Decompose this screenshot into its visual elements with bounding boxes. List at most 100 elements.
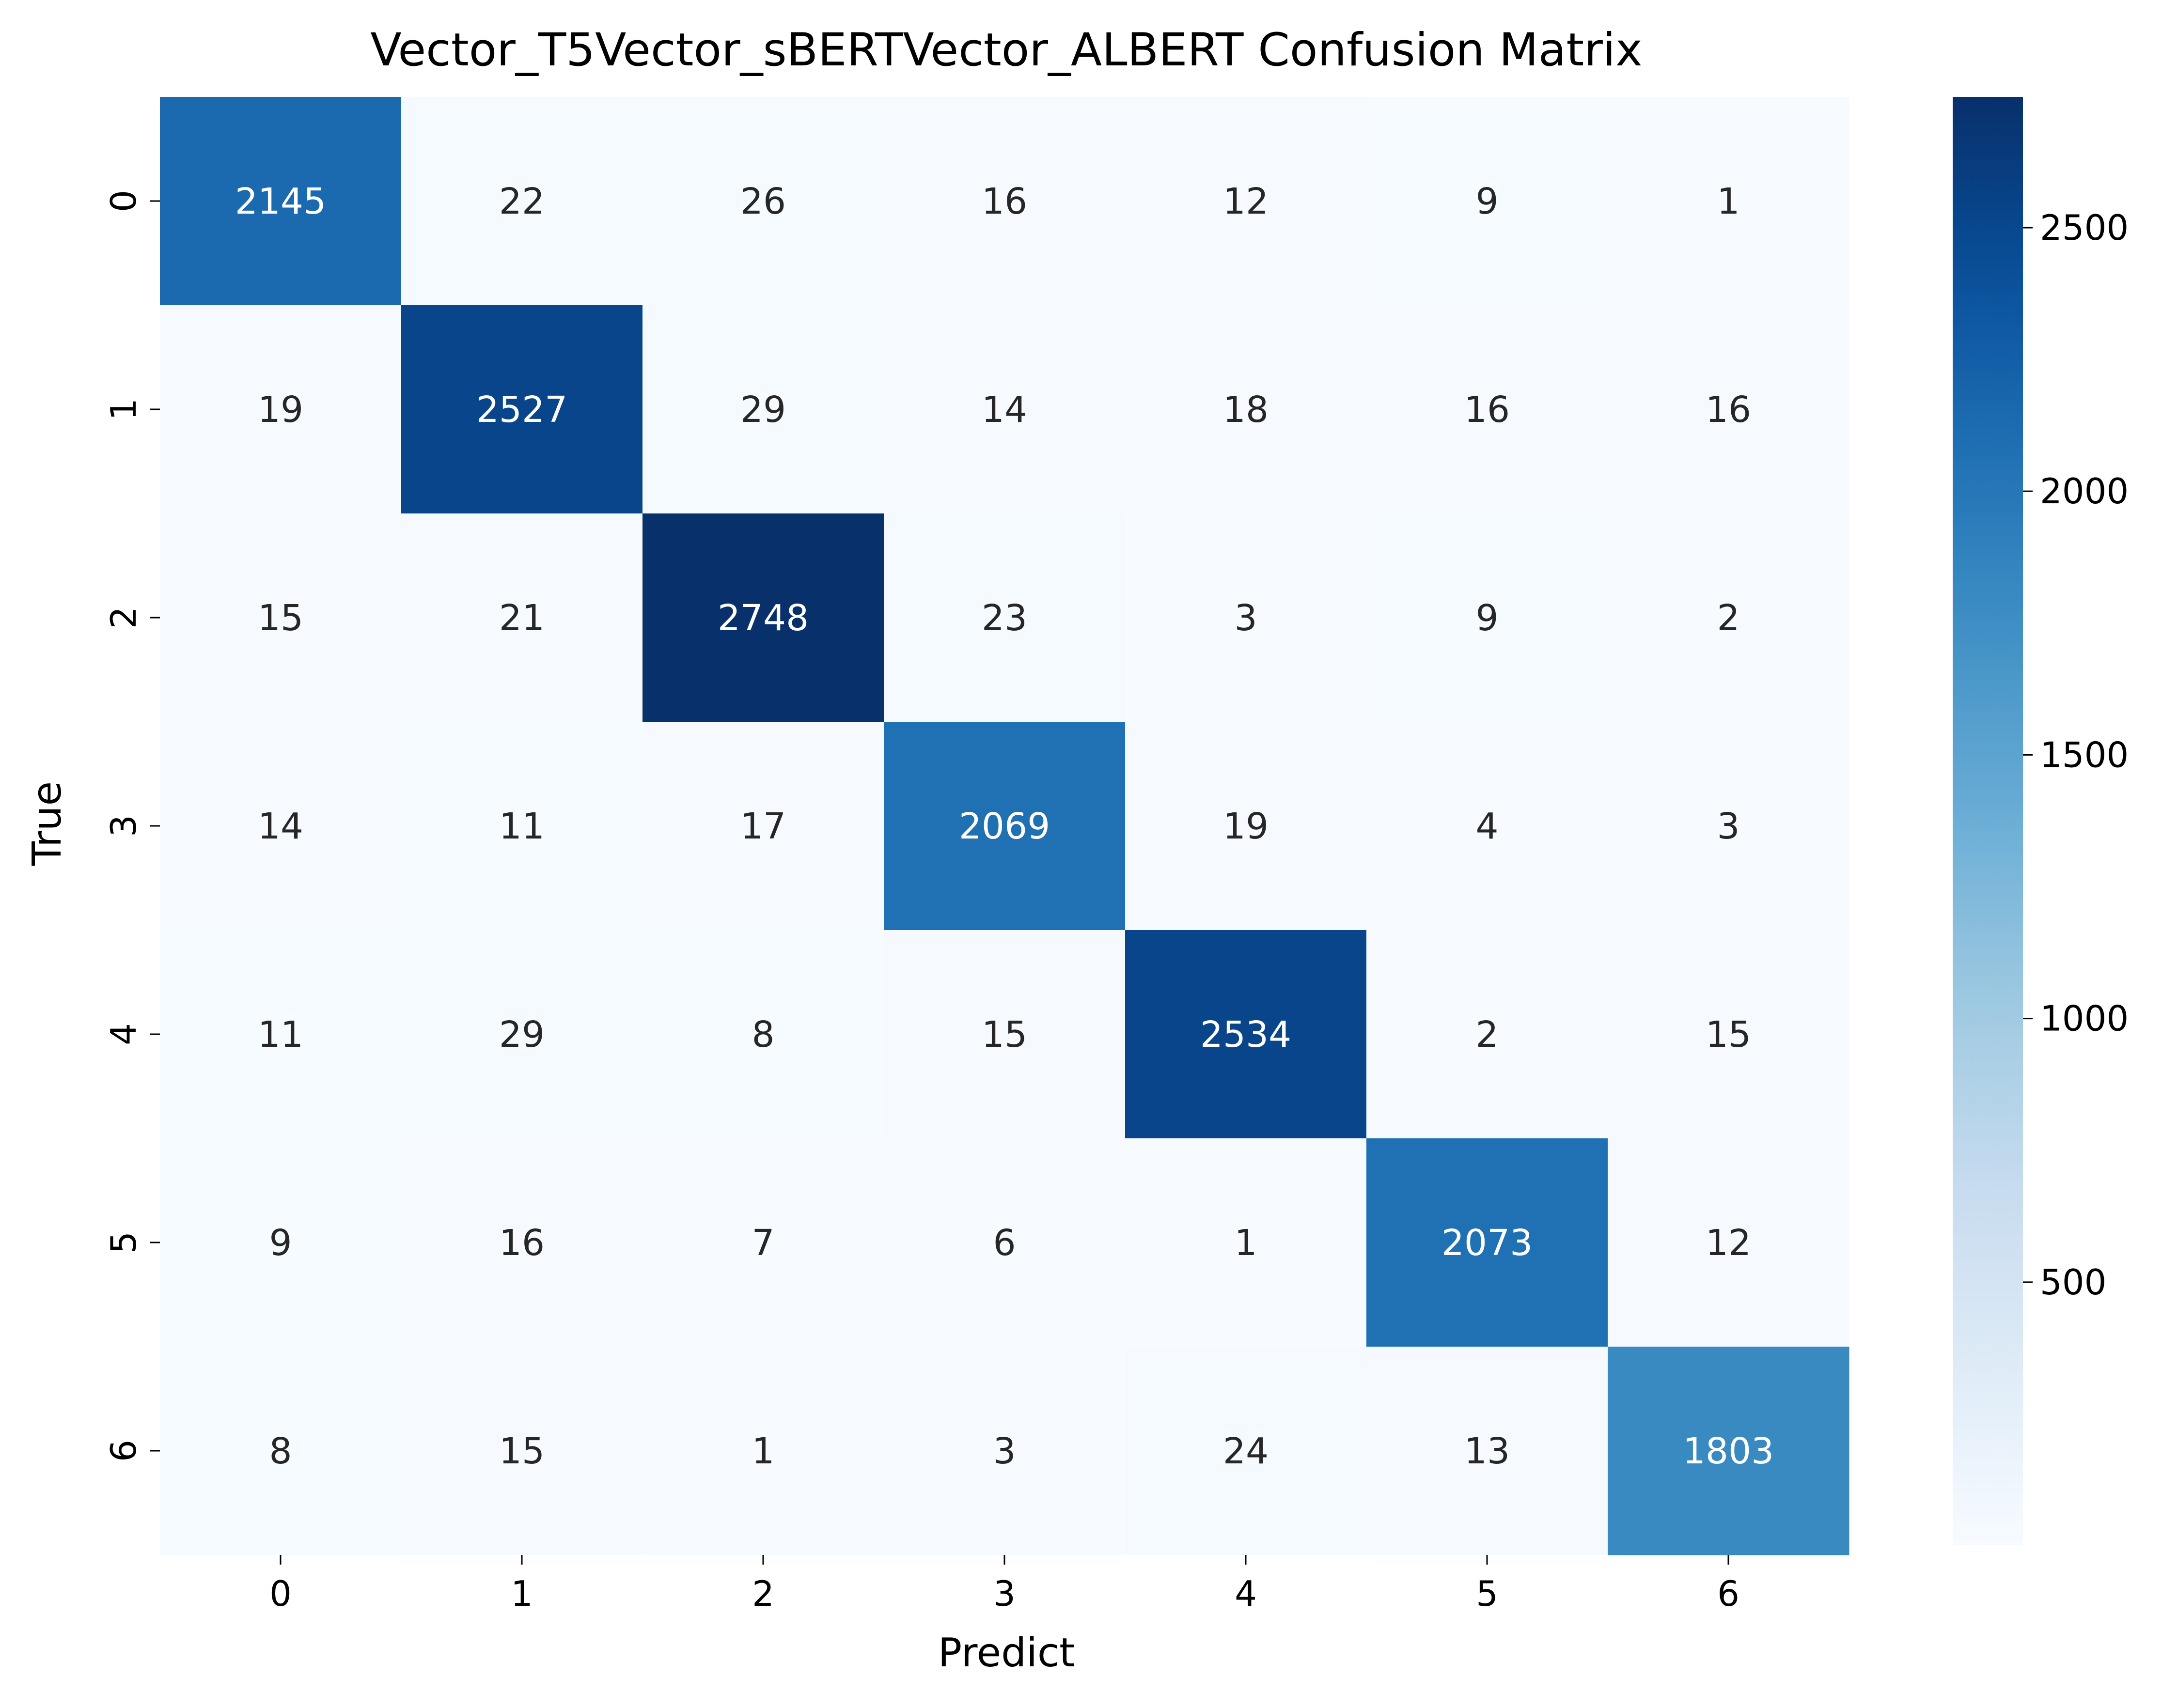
- heatmap-cell: [1366, 97, 1608, 306]
- heatmap-cell: [401, 97, 643, 306]
- cell-value-label: 2069: [959, 806, 1050, 847]
- heatmap-cell: [1125, 1138, 1367, 1347]
- cell-value-label: 9: [1475, 181, 1498, 222]
- heatmap-cell: [642, 513, 884, 722]
- y-tick-label: 4: [103, 1023, 144, 1045]
- cell-value-label: 19: [258, 389, 303, 431]
- cell-value-label: 1: [1717, 181, 1739, 222]
- x-tick-label: 3: [993, 1573, 1016, 1614]
- heatmap-cell: [1366, 722, 1608, 931]
- x-tick-label: 4: [1235, 1573, 1257, 1614]
- heatmap-cell: [1366, 1347, 1608, 1555]
- heatmap-cells: [160, 97, 1849, 1555]
- heatmap-cell: [401, 305, 643, 514]
- heatmap-cell: [160, 722, 402, 931]
- cell-value-label: 15: [499, 1430, 545, 1472]
- cell-value-label: 16: [1706, 389, 1751, 431]
- y-tick-label: 5: [103, 1231, 144, 1254]
- cell-value-label: 23: [982, 597, 1027, 639]
- heatmap-cell: [1608, 305, 1849, 514]
- cell-value-label: 2145: [235, 181, 326, 222]
- cell-value-label: 15: [1706, 1014, 1751, 1056]
- heatmap-cell: [160, 930, 402, 1139]
- cell-value-label: 2748: [718, 597, 809, 639]
- cell-value-label: 1: [752, 1430, 774, 1472]
- cell-value-label: 26: [740, 181, 786, 222]
- cell-value-label: 21: [499, 597, 545, 639]
- y-tick-label: 2: [103, 606, 144, 629]
- cell-value-label: 14: [258, 806, 303, 847]
- cell-value-label: 2527: [476, 389, 567, 431]
- heatmap-cell: [884, 930, 1126, 1139]
- y-tick-label: 0: [103, 190, 144, 212]
- cell-value-label: 2534: [1200, 1014, 1291, 1056]
- y-axis-ticks: 0 1 2 3 4 5 6: [103, 190, 160, 1462]
- cell-value-label: 24: [1223, 1430, 1269, 1472]
- heatmap-cell: [160, 1347, 402, 1555]
- colorbar-ticks: 500 1000 1500 2000 2500: [2023, 207, 2129, 1303]
- cell-value-label: 13: [1464, 1430, 1510, 1472]
- x-tick-label: 2: [752, 1573, 774, 1614]
- cell-value-label: 6: [993, 1222, 1016, 1264]
- heatmap-cell: [1125, 1347, 1367, 1555]
- cell-value-label: 9: [269, 1222, 292, 1264]
- colorbar-tick-label: 2500: [2040, 207, 2129, 248]
- cell-value-label: 19: [1223, 806, 1269, 847]
- cell-value-label: 15: [982, 1014, 1027, 1056]
- x-tick-label: 6: [1717, 1573, 1739, 1614]
- heatmap-cell: [1608, 722, 1849, 931]
- heatmap-cell: [642, 97, 884, 306]
- y-tick-label: 3: [103, 815, 144, 837]
- heatmap-cell: [884, 1347, 1126, 1555]
- cell-value-label: 14: [982, 389, 1027, 431]
- x-tick-label: 1: [511, 1573, 533, 1614]
- heatmap-cell: [160, 1138, 402, 1347]
- heatmap-cell: [160, 513, 402, 722]
- cell-value-label: 17: [740, 806, 786, 847]
- heatmap-cell: [401, 1138, 643, 1347]
- heatmap-cell: [642, 1347, 884, 1555]
- colorbar-tick-label: 2000: [2040, 471, 2129, 512]
- cell-value-label: 1: [1234, 1222, 1257, 1264]
- cell-value-label: 8: [269, 1430, 292, 1472]
- cell-value-label: 4: [1475, 806, 1498, 847]
- heatmap-cell: [401, 1347, 643, 1555]
- heatmap-cell: [401, 722, 643, 931]
- colorbar-tick-label: 500: [2040, 1262, 2106, 1303]
- chart-title: Vector_T5Vector_sBERTVector_ALBERT Confu…: [370, 24, 1642, 77]
- heatmap-cell: [884, 1138, 1126, 1347]
- cell-value-label: 3: [1234, 597, 1257, 639]
- y-tick-label: 1: [103, 398, 144, 420]
- heatmap-cell: [1608, 930, 1849, 1139]
- cell-value-label: 22: [499, 181, 545, 222]
- cell-value-label: 1803: [1683, 1430, 1774, 1472]
- heatmap-cell: [642, 930, 884, 1139]
- cell-value-label: 8: [752, 1014, 774, 1056]
- heatmap-cell: [642, 305, 884, 514]
- heatmap-cell: [1125, 305, 1367, 514]
- cell-value-label: 9: [1475, 597, 1498, 639]
- colorbar-tick-label: 1000: [2040, 998, 2129, 1039]
- cell-value-label: 29: [740, 389, 786, 431]
- cell-value-label: 3: [993, 1430, 1016, 1472]
- cell-value-label: 15: [258, 597, 303, 639]
- cell-value-label: 12: [1223, 181, 1269, 222]
- heatmap-cell: [1608, 1347, 1849, 1555]
- heatmap-cell: [401, 930, 643, 1139]
- heatmap-cell: [1608, 1138, 1849, 1347]
- cell-value-label: 16: [1464, 389, 1510, 431]
- cell-value-label: 12: [1706, 1222, 1751, 1264]
- heatmap-cell: [1366, 930, 1608, 1139]
- heatmap-cell: [884, 305, 1126, 514]
- heatmap-cell: [1366, 1138, 1608, 1347]
- cell-value-label: 2: [1717, 597, 1739, 639]
- heatmap-cell: [642, 1138, 884, 1347]
- heatmap-cell: [884, 722, 1126, 931]
- cell-value-label: 16: [499, 1222, 545, 1264]
- heatmap-cell: [160, 97, 402, 306]
- heatmap-cell: [642, 722, 884, 931]
- heatmap-cell: [1608, 97, 1849, 306]
- x-axis-ticks: 0 1 2 3 4 5 6: [269, 1555, 1739, 1614]
